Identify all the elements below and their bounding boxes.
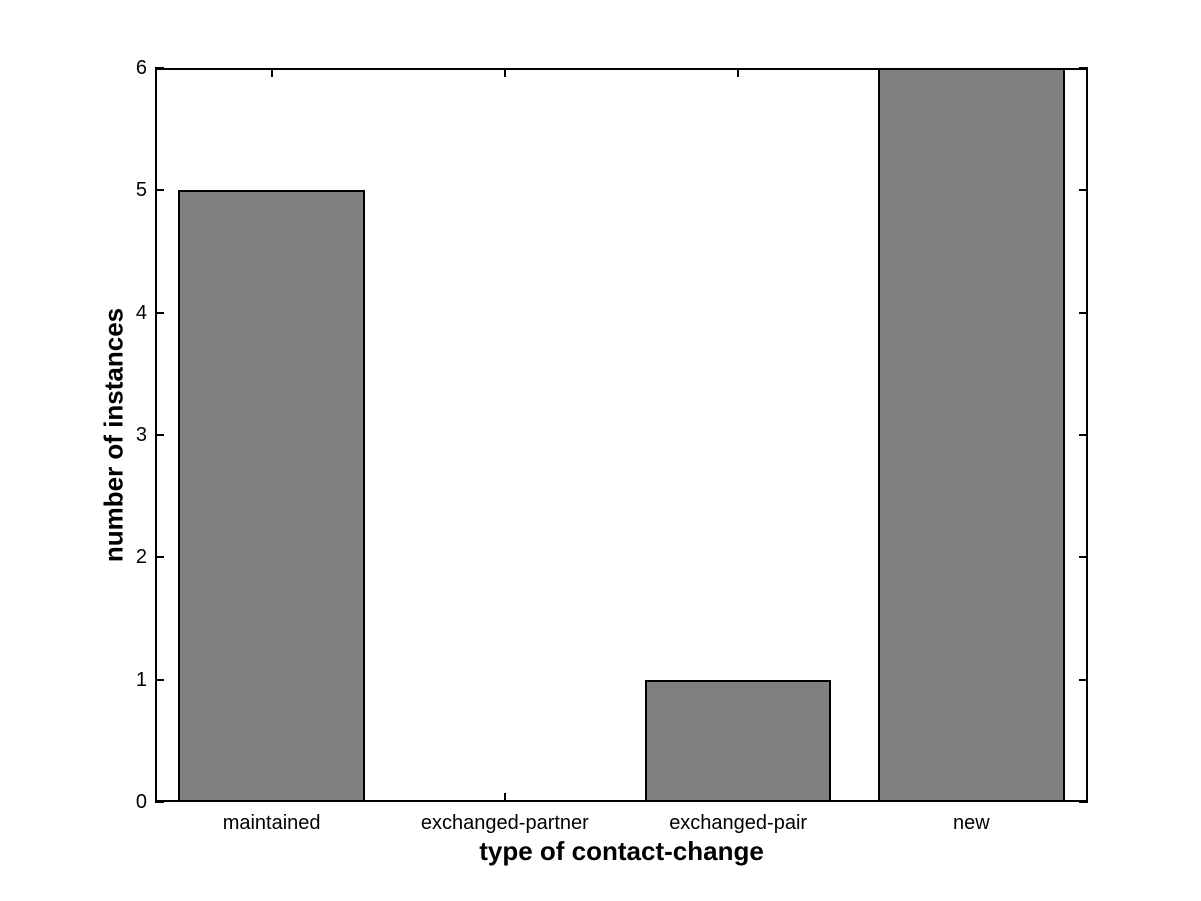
plot-area: [155, 67, 1088, 803]
y-tick-right: [1079, 189, 1088, 192]
x-tick-label: exchanged-pair: [669, 812, 808, 834]
y-tick-left: [155, 311, 164, 314]
x-tick-label: exchanged-partner: [420, 812, 589, 834]
y-tick-label: 3: [135, 424, 147, 446]
y-tick-right: [1079, 311, 1088, 314]
y-tick-right: [1079, 434, 1088, 436]
y-tick-right: [1079, 556, 1088, 559]
y-tick-label: 4: [135, 301, 147, 324]
x-tick-top: [503, 68, 506, 77]
y-tick-label: 1: [135, 668, 147, 691]
x-tick-bottom: [503, 793, 506, 802]
y-tick-label: 5: [135, 179, 147, 202]
y-tick-left: [155, 801, 164, 803]
y-tick-right: [1079, 67, 1088, 69]
y-tick-label: 6: [135, 57, 147, 79]
bar-new: [878, 68, 1065, 802]
x-tick-label: new: [953, 812, 990, 834]
y-tick-label: 2: [135, 546, 147, 569]
y-tick-left: [155, 67, 164, 69]
y-tick-left: [155, 434, 164, 436]
x-tick-label: maintained: [222, 812, 321, 834]
y-tick-right: [1079, 801, 1088, 803]
bar-exchanged-pair: [644, 679, 832, 802]
x-tick-top: [737, 68, 740, 77]
y-tick-left: [155, 556, 164, 559]
bar-maintained: [178, 190, 365, 802]
x-tick-top: [270, 68, 273, 77]
y-tick-left: [155, 189, 164, 192]
y-tick-left: [155, 678, 164, 681]
y-tick-right: [1079, 678, 1088, 681]
y-tick-label: 0: [135, 791, 147, 813]
x-axis-label: type of contact-change: [479, 836, 764, 866]
